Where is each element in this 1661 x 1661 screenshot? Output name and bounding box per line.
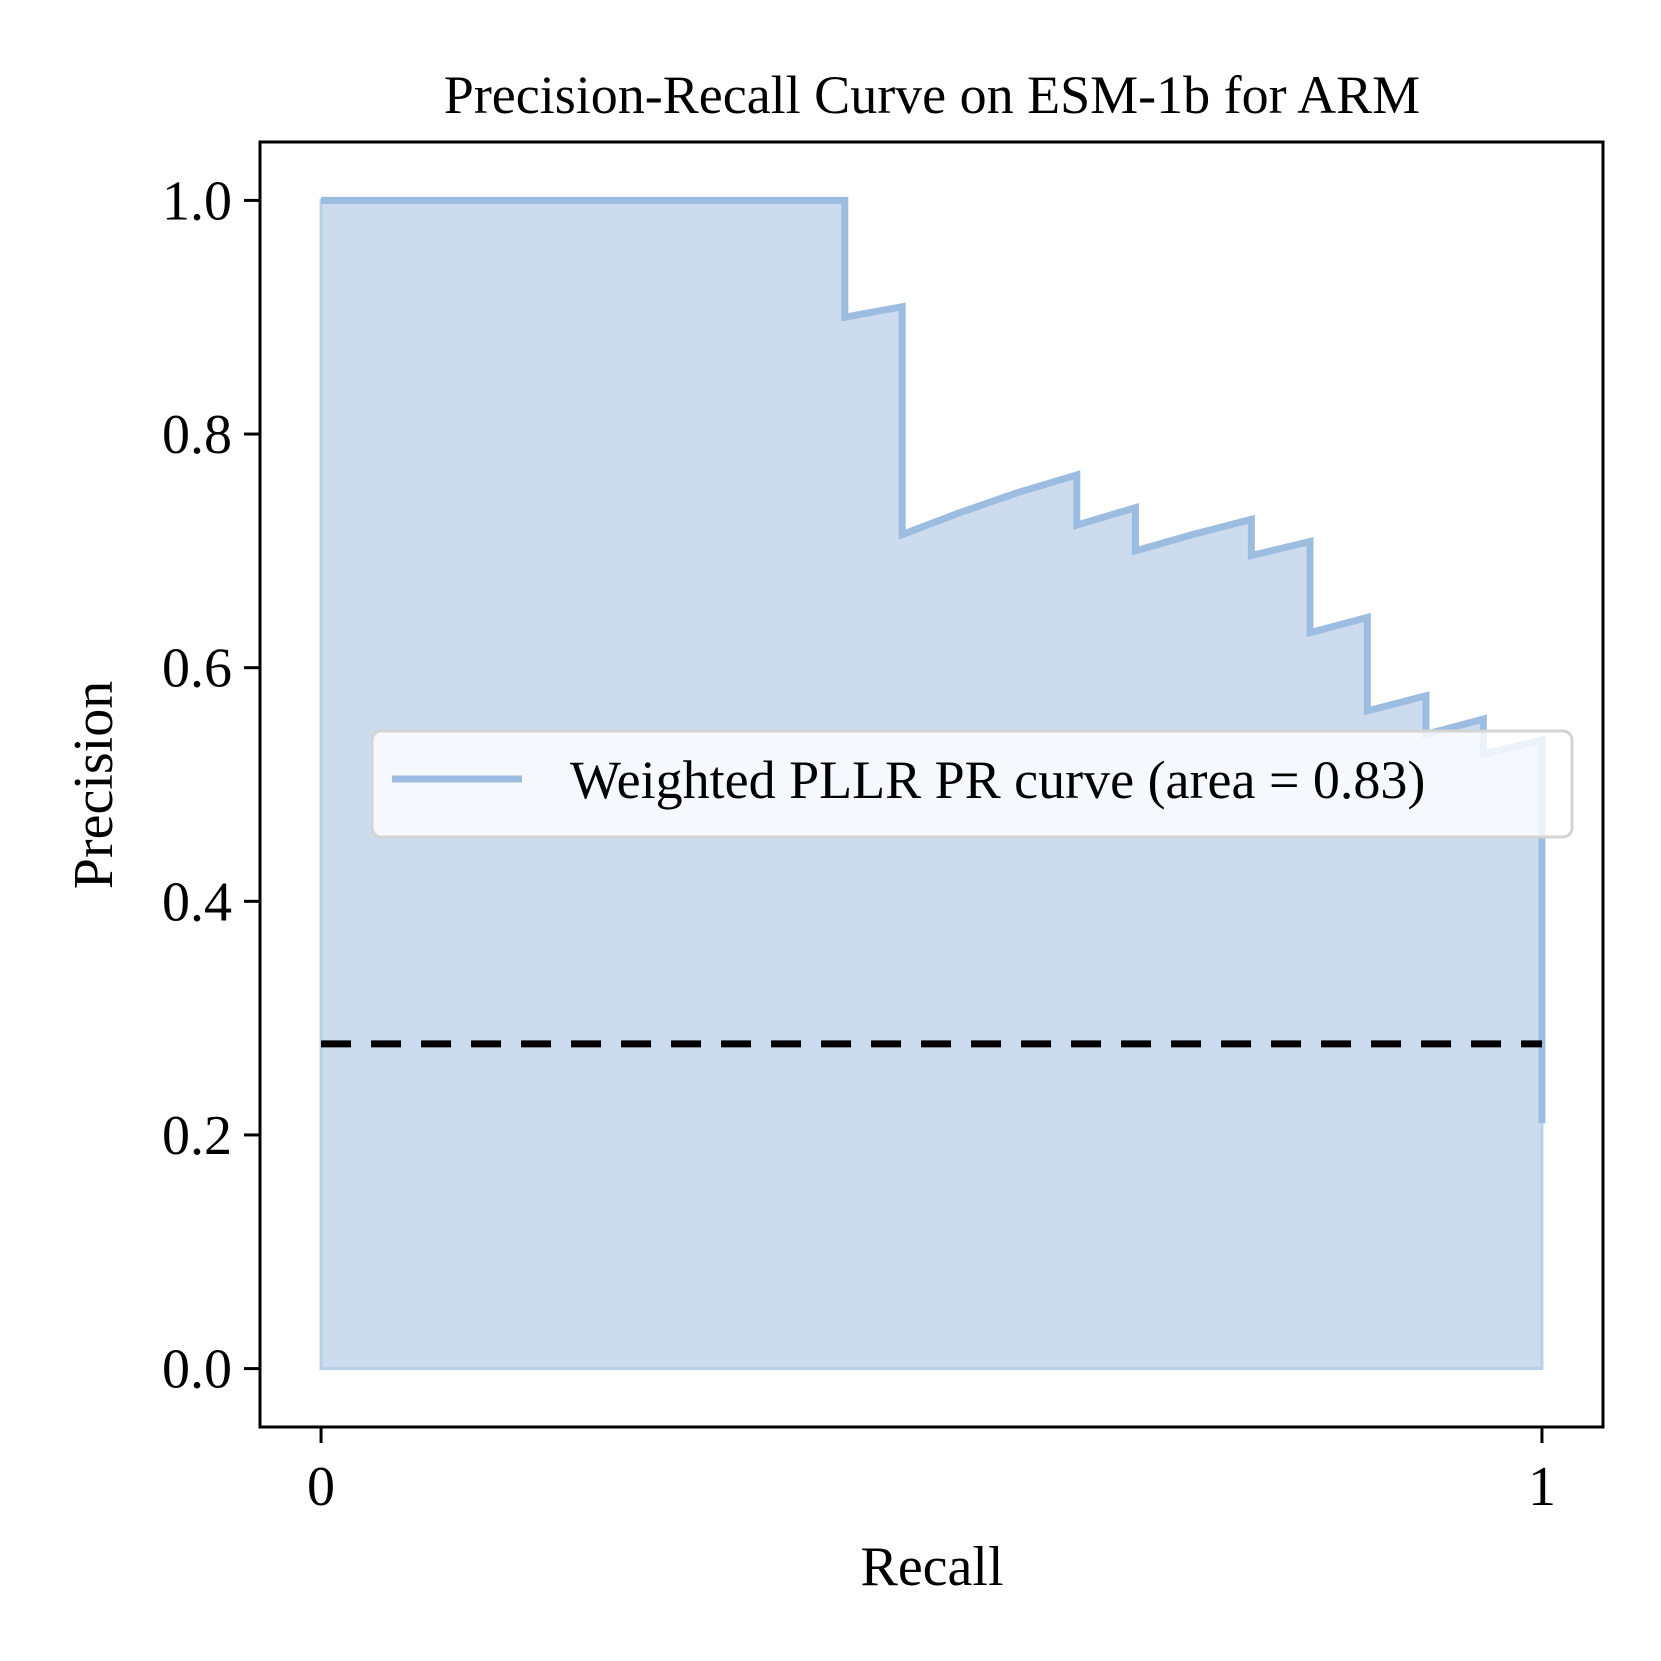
y-tick-label: 0.8: [162, 404, 232, 466]
x-tick-label: 0: [307, 1456, 335, 1518]
y-tick-label: 0.2: [162, 1105, 232, 1167]
legend-box: [370, 729, 1574, 839]
y-axis-label: Precision: [63, 681, 125, 889]
legend: Weighted PLLR PR curve (area = 0.83): [370, 729, 1574, 839]
x-axis-label: Recall: [860, 1536, 1003, 1598]
chart-title: Precision-Recall Curve on ESM-1b for ARM: [444, 65, 1420, 125]
axis-ticks: 0.0 0.2 0.4 0.6 0.8 1.0 0 1: [162, 170, 1556, 1518]
y-tick-label: 0.4: [162, 871, 232, 933]
y-tick-label: 0.6: [162, 638, 232, 700]
x-tick-label: 1: [1528, 1456, 1556, 1518]
y-tick-label: 0.0: [162, 1339, 232, 1401]
axes-frame: [258, 140, 1605, 1429]
legend-label: Weighted PLLR PR curve (area = 0.83): [570, 750, 1425, 810]
y-tick-label: 1.0: [162, 170, 232, 232]
